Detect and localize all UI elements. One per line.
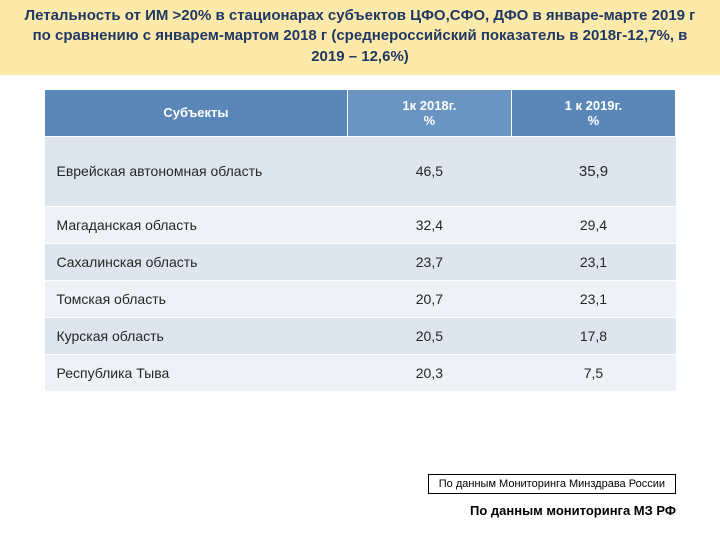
cell-2018: 20,7 (347, 280, 511, 317)
cell-2018: 20,3 (347, 354, 511, 391)
cell-subject: Республика Тыва (45, 354, 348, 391)
col-2018-label: 1к 2018г. (402, 98, 456, 113)
table-row: Курская область20,517,8 (45, 317, 676, 354)
table-row: Еврейская автономная область46,535,9 (45, 136, 676, 206)
table-row: Республика Тыва20,37,5 (45, 354, 676, 391)
title-band: Летальность от ИМ >20% в стационарах суб… (0, 0, 720, 75)
table-row: Томская область20,723,1 (45, 280, 676, 317)
cell-2019: 23,1 (511, 280, 675, 317)
cell-subject: Магаданская область (45, 206, 348, 243)
mortality-table: Субъекты 1к 2018г. % 1 к 2019г. % Еврейс… (44, 89, 676, 392)
table-header-row: Субъекты 1к 2018г. % 1 к 2019г. % (45, 89, 676, 136)
cell-subject: Томская область (45, 280, 348, 317)
cell-2019: 23,1 (511, 243, 675, 280)
col-subject-label: Субъекты (163, 105, 228, 120)
source-line: По данным мониторинга МЗ РФ (470, 503, 676, 518)
cell-subject: Сахалинская область (45, 243, 348, 280)
page-title: Летальность от ИМ >20% в стационарах суб… (25, 7, 696, 65)
source-box: По данным Мониторинга Минздрава России (428, 474, 676, 494)
cell-subject: Еврейская автономная область (45, 136, 348, 206)
cell-2019: 35,9 (511, 136, 675, 206)
cell-2018: 23,7 (347, 243, 511, 280)
cell-2019: 29,4 (511, 206, 675, 243)
cell-2019: 17,8 (511, 317, 675, 354)
table-row: Сахалинская область23,723,1 (45, 243, 676, 280)
cell-2019: 7,5 (511, 354, 675, 391)
table-body: Еврейская автономная область46,535,9Мага… (45, 136, 676, 391)
col-2019-sub: % (518, 113, 669, 128)
col-2019: 1 к 2019г. % (511, 89, 675, 136)
col-2019-label: 1 к 2019г. (565, 98, 623, 113)
cell-2018: 20,5 (347, 317, 511, 354)
col-subject: Субъекты (45, 89, 348, 136)
cell-2018: 46,5 (347, 136, 511, 206)
table-row: Магаданская область32,429,4 (45, 206, 676, 243)
col-2018-sub: % (354, 113, 505, 128)
table-container: Субъекты 1к 2018г. % 1 к 2019г. % Еврейс… (44, 89, 676, 392)
col-2018: 1к 2018г. % (347, 89, 511, 136)
cell-subject: Курская область (45, 317, 348, 354)
cell-2018: 32,4 (347, 206, 511, 243)
